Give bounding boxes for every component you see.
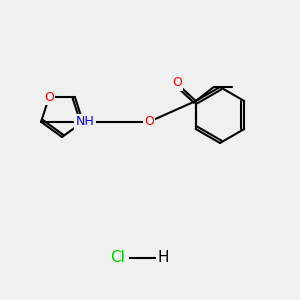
Text: NH: NH [76,115,94,128]
Text: O: O [172,76,182,89]
Text: H: H [157,250,169,266]
Text: O: O [44,91,54,104]
Text: O: O [144,115,154,128]
Text: Cl: Cl [111,250,125,266]
